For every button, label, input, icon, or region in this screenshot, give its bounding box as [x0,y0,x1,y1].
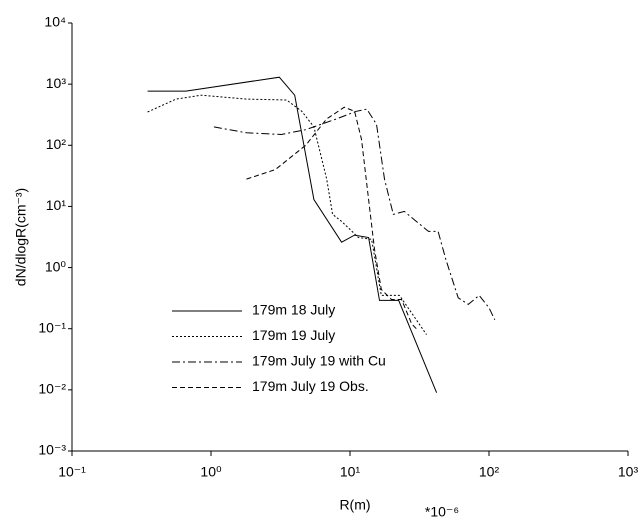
x-tick-label: 10⁻¹ [58,464,86,480]
series-line [147,76,438,393]
x-axis-title: R(m) [339,497,370,513]
legend-label: 179m 19 July [252,327,335,343]
x-tick-label: 10² [479,464,500,480]
y-tick-label: 10⁻¹ [38,319,66,335]
series-line [246,106,417,330]
series-line [213,108,496,321]
y-tick-label: 10⁴ [44,14,66,30]
y-axis-title: dN/dlogR(cm⁻³) [13,188,29,286]
y-tick-label: 10⁻² [38,381,66,397]
y-tick-label: 10² [46,136,67,152]
x-tick-label: 10¹ [340,464,361,480]
x-tick-label: 10⁰ [200,464,222,480]
legend-label: 179m 18 July [252,302,335,318]
y-tick-label: 10¹ [46,197,67,213]
y-tick-label: 10⁻³ [38,442,66,458]
legend-label: 179m July 19 Obs. [252,378,369,394]
x-tick-label: 10³ [618,464,639,480]
y-tick-label: 10³ [46,75,67,91]
annotation: *10⁻⁶ [425,504,459,520]
legend-label: 179m July 19 with Cu [252,353,386,369]
y-tick-label: 10⁰ [45,258,67,274]
series-line [147,94,427,335]
